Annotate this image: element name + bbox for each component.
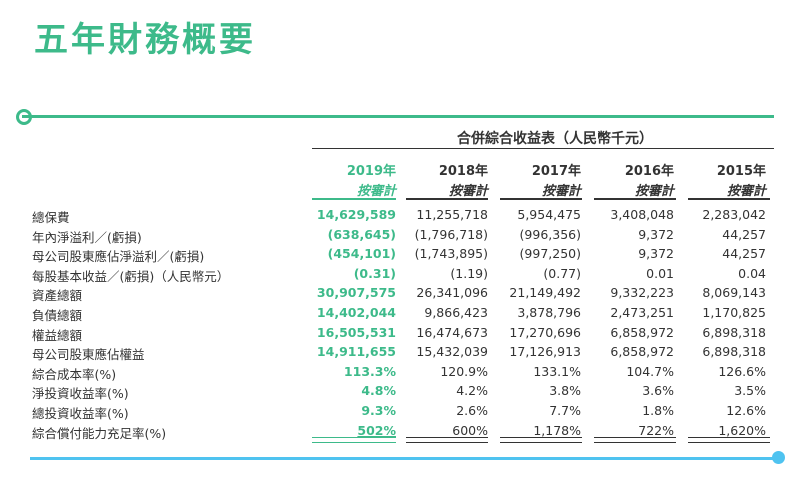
table-cell: 14,911,655 — [316, 344, 396, 359]
table-cell: (0.77) — [543, 266, 581, 281]
page-title: 五年財務概要 — [34, 20, 256, 60]
audit-note: 按審計 — [356, 184, 396, 199]
row-label: 總投資收益率(%) — [32, 406, 129, 421]
row-label: 權益總額 — [32, 328, 83, 343]
table-cell: 2,473,251 — [610, 305, 674, 320]
table-cell: (1,796,718) — [414, 227, 488, 242]
table-cell: 3,878,796 — [517, 305, 581, 320]
row-label: 綜合成本率(%) — [32, 367, 117, 382]
table-cell: 104.7% — [626, 364, 674, 379]
audit-note: 按審計 — [448, 184, 488, 199]
top-divider — [22, 115, 774, 118]
table-cell: 8,069,143 — [702, 285, 766, 300]
table-cell: 0.04 — [738, 266, 766, 281]
table-cell: 3,408,048 — [610, 207, 674, 222]
table-cell: 15,432,039 — [416, 344, 488, 359]
double-rule — [594, 437, 676, 443]
table-cell: 5,954,475 — [517, 207, 581, 222]
year-header: 2018年 — [438, 164, 488, 179]
table-cell: (454,101) — [327, 246, 396, 261]
audit-note: 按審計 — [634, 184, 674, 199]
table-cell: 14,402,044 — [316, 305, 396, 320]
table-cell: 126.6% — [718, 364, 766, 379]
audit-note: 按審計 — [726, 184, 766, 199]
double-rule — [500, 437, 582, 443]
table-cell: 44,257 — [722, 227, 766, 242]
table-cell: 11,255,718 — [416, 207, 488, 222]
table-cell: 113.3% — [343, 364, 396, 379]
table-cell: (996,356) — [519, 227, 581, 242]
row-label: 負債總額 — [32, 308, 83, 323]
table-cell: 133.1% — [533, 364, 581, 379]
table-cell: 6,898,318 — [702, 344, 766, 359]
table-cell: 9.3% — [361, 403, 396, 418]
table-cell: 9,332,223 — [610, 285, 674, 300]
table-cell: 0.01 — [646, 266, 674, 281]
table-cell: 4.2% — [456, 383, 488, 398]
table-cell: 600% — [452, 423, 488, 438]
table-cell: 44,257 — [722, 246, 766, 261]
year-header: 2017年 — [531, 164, 581, 179]
row-label: 資產總額 — [32, 288, 83, 303]
table-cell: 14,629,589 — [316, 207, 396, 222]
column-rule — [406, 198, 488, 200]
table-cell: 6,858,972 — [610, 344, 674, 359]
table-cell: 16,505,531 — [316, 325, 396, 340]
row-label: 每股基本收益／(虧損)（人民幣元） — [32, 269, 230, 284]
row-label: 綜合償付能力充足率(%) — [32, 426, 167, 441]
row-label: 淨投資收益率(%) — [32, 386, 129, 401]
audit-note: 按審計 — [541, 184, 581, 199]
heading-rule — [312, 148, 774, 149]
year-header: 2016年 — [624, 164, 674, 179]
table-cell: 2.6% — [456, 403, 488, 418]
table-cell: 17,126,913 — [509, 344, 581, 359]
table-cell: 4.8% — [361, 383, 396, 398]
table-cell: 26,341,096 — [416, 285, 488, 300]
table-cell: 120.9% — [440, 364, 488, 379]
column-rule — [500, 198, 582, 200]
table-cell: 3.5% — [734, 383, 766, 398]
table-cell: 30,907,575 — [316, 285, 396, 300]
table-cell: 6,898,318 — [702, 325, 766, 340]
table-cell: 6,858,972 — [610, 325, 674, 340]
table-cell: 502% — [357, 423, 396, 438]
table-cell: (0.31) — [353, 266, 396, 281]
table-cell: (997,250) — [519, 246, 581, 261]
table-cell: 2,283,042 — [702, 207, 766, 222]
table-cell: 1,170,825 — [702, 305, 766, 320]
double-rule — [312, 437, 396, 443]
table-cell: 3.6% — [642, 383, 674, 398]
year-header: 2015年 — [716, 164, 766, 179]
table-cell: 12.6% — [726, 403, 766, 418]
table-cell: 16,474,673 — [416, 325, 488, 340]
column-rule — [312, 198, 396, 200]
year-header: 2019年 — [346, 164, 396, 179]
timeline-dot-bottom — [772, 451, 785, 464]
table-cell: 1,178% — [533, 423, 581, 438]
table-cell: 3.8% — [549, 383, 581, 398]
table-cell: (1,743,895) — [414, 246, 488, 261]
table-cell: 9,866,423 — [424, 305, 488, 320]
column-rule — [688, 198, 770, 200]
table-cell: 1.8% — [642, 403, 674, 418]
table-cell: 17,270,696 — [509, 325, 581, 340]
row-label: 年內淨溢利／(虧損) — [32, 230, 142, 245]
table-heading: 合併綜合收益表（人民幣千元） — [457, 131, 653, 147]
table-cell: (1.19) — [450, 266, 488, 281]
column-rule — [594, 198, 676, 200]
table-cell: 9,372 — [638, 227, 674, 242]
table-cell: 7.7% — [549, 403, 581, 418]
row-label: 母公司股東應佔淨溢利／(虧損) — [32, 249, 205, 264]
row-label: 總保費 — [32, 210, 70, 225]
bottom-divider — [30, 457, 778, 460]
table-cell: 21,149,492 — [509, 285, 581, 300]
double-rule — [406, 437, 488, 443]
table-cell: (638,645) — [327, 227, 396, 242]
table-cell: 9,372 — [638, 246, 674, 261]
row-label: 母公司股東應佔權益 — [32, 347, 145, 362]
table-cell: 1,620% — [718, 423, 766, 438]
table-cell: 722% — [638, 423, 674, 438]
double-rule — [688, 437, 770, 443]
